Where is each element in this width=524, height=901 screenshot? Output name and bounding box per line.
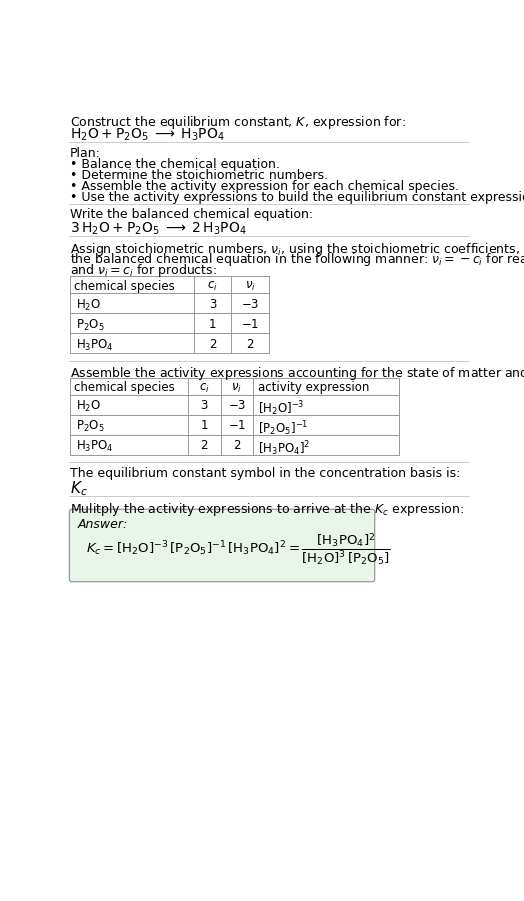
Text: $K_c$: $K_c$ — [70, 479, 88, 498]
Text: $\mathrm{H_3PO_4}$: $\mathrm{H_3PO_4}$ — [75, 338, 113, 352]
Bar — [70, 293, 268, 313]
Text: $c_i$: $c_i$ — [199, 381, 210, 395]
Text: 1: 1 — [209, 317, 216, 331]
Text: $c_i$: $c_i$ — [208, 280, 218, 293]
Text: 1: 1 — [201, 419, 208, 432]
Bar — [70, 395, 399, 414]
Bar — [70, 333, 268, 353]
Text: $-3$: $-3$ — [227, 399, 246, 412]
Text: $[\mathrm{H_3PO_4}]^{2}$: $[\mathrm{H_3PO_4}]^{2}$ — [258, 439, 310, 458]
Text: $\mathrm{P_2O_5}$: $\mathrm{P_2O_5}$ — [75, 419, 104, 434]
Text: $\mathrm{H_2O}$: $\mathrm{H_2O}$ — [75, 399, 101, 414]
Text: and $\nu_i = c_i$ for products:: and $\nu_i = c_i$ for products: — [70, 262, 217, 279]
Text: chemical species: chemical species — [74, 381, 175, 395]
Bar — [70, 414, 399, 434]
Text: $\mathrm{H_3PO_4}$: $\mathrm{H_3PO_4}$ — [75, 439, 113, 454]
Text: $\nu_i$: $\nu_i$ — [245, 280, 255, 293]
FancyBboxPatch shape — [69, 509, 375, 582]
Text: Mulitply the activity expressions to arrive at the $K_c$ expression:: Mulitply the activity expressions to arr… — [70, 501, 464, 518]
Bar — [70, 378, 399, 395]
Text: Assign stoichiometric numbers, $\nu_i$, using the stoichiometric coefficients, $: Assign stoichiometric numbers, $\nu_i$, … — [70, 241, 524, 258]
Text: Write the balanced chemical equation:: Write the balanced chemical equation: — [70, 208, 313, 222]
Bar — [70, 276, 268, 293]
Text: $\mathrm{P_2O_5}$: $\mathrm{P_2O_5}$ — [75, 317, 104, 332]
Text: $-1$: $-1$ — [227, 419, 246, 432]
Text: $[\mathrm{P_2O_5}]^{-1}$: $[\mathrm{P_2O_5}]^{-1}$ — [258, 419, 308, 438]
Text: 2: 2 — [246, 338, 254, 350]
Text: Answer:: Answer: — [78, 518, 128, 531]
Text: chemical species: chemical species — [74, 280, 175, 293]
Text: 3: 3 — [201, 399, 208, 412]
Bar — [70, 313, 268, 333]
Text: The equilibrium constant symbol in the concentration basis is:: The equilibrium constant symbol in the c… — [70, 467, 461, 480]
Text: $-1$: $-1$ — [241, 317, 259, 331]
Bar — [70, 434, 399, 455]
Text: Plan:: Plan: — [70, 147, 101, 159]
Text: 2: 2 — [201, 439, 208, 452]
Text: Assemble the activity expressions accounting for the state of matter and $\nu_i$: Assemble the activity expressions accoun… — [70, 365, 524, 382]
Text: $\mathrm{3\,H_2O + P_2O_5 \;\longrightarrow\; 2\,H_3PO_4}$: $\mathrm{3\,H_2O + P_2O_5 \;\longrightar… — [70, 221, 247, 237]
Text: • Balance the chemical equation.: • Balance the chemical equation. — [70, 159, 280, 171]
Text: 2: 2 — [233, 439, 241, 452]
Text: Construct the equilibrium constant, $K$, expression for:: Construct the equilibrium constant, $K$,… — [70, 114, 406, 131]
Text: $K_c = [\mathrm{H_2O}]^{-3}\,[\mathrm{P_2O_5}]^{-1}\,[\mathrm{H_3PO_4}]^{2} = \d: $K_c = [\mathrm{H_2O}]^{-3}\,[\mathrm{P_… — [85, 532, 390, 568]
Text: $\mathrm{H_2O}$: $\mathrm{H_2O}$ — [75, 297, 101, 313]
Text: activity expression: activity expression — [258, 381, 369, 395]
Text: • Assemble the activity expression for each chemical species.: • Assemble the activity expression for e… — [70, 179, 459, 193]
Text: $-3$: $-3$ — [241, 297, 259, 311]
Text: • Use the activity expressions to build the equilibrium constant expression.: • Use the activity expressions to build … — [70, 190, 524, 204]
Text: $\nu_i$: $\nu_i$ — [232, 381, 242, 395]
Text: $[\mathrm{H_2O}]^{-3}$: $[\mathrm{H_2O}]^{-3}$ — [258, 399, 304, 418]
Text: 3: 3 — [209, 297, 216, 311]
Text: $\mathrm{H_2O + P_2O_5 \;\longrightarrow\; H_3PO_4}$: $\mathrm{H_2O + P_2O_5 \;\longrightarrow… — [70, 127, 225, 143]
Text: 2: 2 — [209, 338, 216, 350]
Text: the balanced chemical equation in the following manner: $\nu_i = -c_i$ for react: the balanced chemical equation in the fo… — [70, 251, 524, 268]
Text: • Determine the stoichiometric numbers.: • Determine the stoichiometric numbers. — [70, 169, 328, 182]
